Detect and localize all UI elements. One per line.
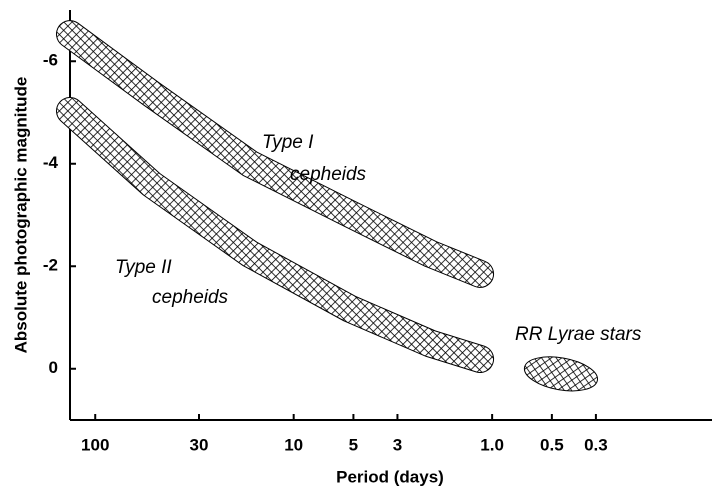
y-axis-label: Absolute photographic magnitude — [11, 77, 30, 354]
annotation: Type I — [262, 132, 314, 153]
x-tick-label: 1.0 — [480, 435, 504, 454]
annotation: RR Lyrae stars — [515, 324, 642, 345]
annotation: Type II — [115, 257, 172, 278]
x-tick-label: 0.3 — [584, 435, 608, 454]
annotation: cepheids — [152, 287, 229, 308]
x-tick-label: 100 — [81, 435, 109, 454]
y-tick-label: -2 — [43, 256, 58, 275]
x-tick-label: 3 — [393, 435, 402, 454]
annotation: cepheids — [290, 164, 367, 185]
cepheid-band-fill — [57, 97, 494, 373]
x-axis-label: Period (days) — [336, 467, 444, 486]
cepheid-band-fill — [57, 21, 494, 287]
x-tick-label: 30 — [190, 435, 209, 454]
x-tick-label: 10 — [284, 435, 303, 454]
x-tick-label: 5 — [349, 435, 358, 454]
star-group — [523, 356, 598, 392]
y-tick-label: 0 — [49, 358, 58, 377]
y-tick-label: -6 — [43, 51, 58, 70]
y-tick-label: -4 — [43, 153, 59, 172]
x-tick-label: 0.5 — [540, 435, 564, 454]
